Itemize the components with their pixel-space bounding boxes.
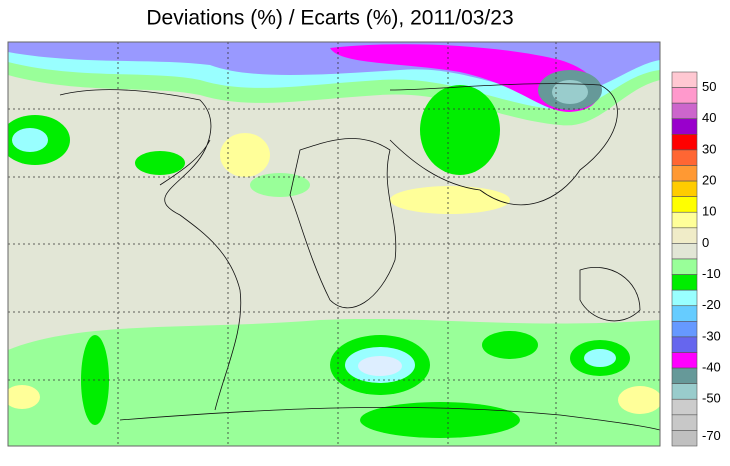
map-frame	[7, 41, 661, 447]
colorbar-swatch	[671, 102, 698, 120]
colorbar-swatch	[671, 336, 698, 353]
colorbar-swatch	[671, 227, 698, 244]
title: Deviations (%) / Ecarts (%), 2011/03/23	[146, 7, 513, 30]
colorbar-swatch	[671, 87, 698, 104]
colorbar-label: 0	[702, 235, 709, 250]
colorbar-swatch	[671, 321, 698, 338]
colorbar-swatch	[671, 134, 698, 151]
colorbar-label: -40	[702, 360, 721, 375]
colorbar-swatch	[671, 367, 698, 384]
colorbar-swatch	[671, 414, 698, 431]
colorbar-label: -70	[702, 428, 721, 443]
colorbar-swatch	[671, 165, 698, 182]
colorbar-label: 20	[702, 173, 716, 188]
colorbar-label: -30	[702, 328, 721, 343]
colorbar-swatch	[671, 305, 698, 322]
colorbar-label: -20	[702, 297, 721, 312]
colorbar-swatch	[671, 398, 698, 416]
colorbar-swatch	[671, 430, 698, 447]
colorbar-swatch	[671, 196, 698, 213]
colorbar-label: 10	[702, 204, 716, 219]
colorbar-swatch	[671, 243, 698, 260]
colorbar-label: 30	[702, 141, 716, 156]
colorbar-swatch	[671, 289, 698, 307]
colorbar-label: 50	[702, 79, 716, 94]
map	[8, 42, 660, 446]
colorbar-swatch	[671, 211, 698, 229]
colorbar-label: 40	[702, 110, 716, 125]
colorbar-swatch	[671, 383, 698, 400]
colorbar-swatch	[671, 274, 698, 291]
colorbar-swatch	[671, 118, 698, 135]
colorbar-swatch	[671, 258, 698, 275]
colorbar-swatch	[671, 180, 698, 197]
colorbar-label: -10	[702, 266, 721, 281]
colorbar-swatch	[671, 352, 698, 369]
colorbar-label: -50	[702, 391, 721, 406]
colorbar-swatch	[671, 71, 698, 88]
colorbar: 50 40 30 20 10 0 -10 -20 -30 -40 -50 -70	[671, 71, 721, 447]
colorbar-swatch	[671, 149, 698, 166]
